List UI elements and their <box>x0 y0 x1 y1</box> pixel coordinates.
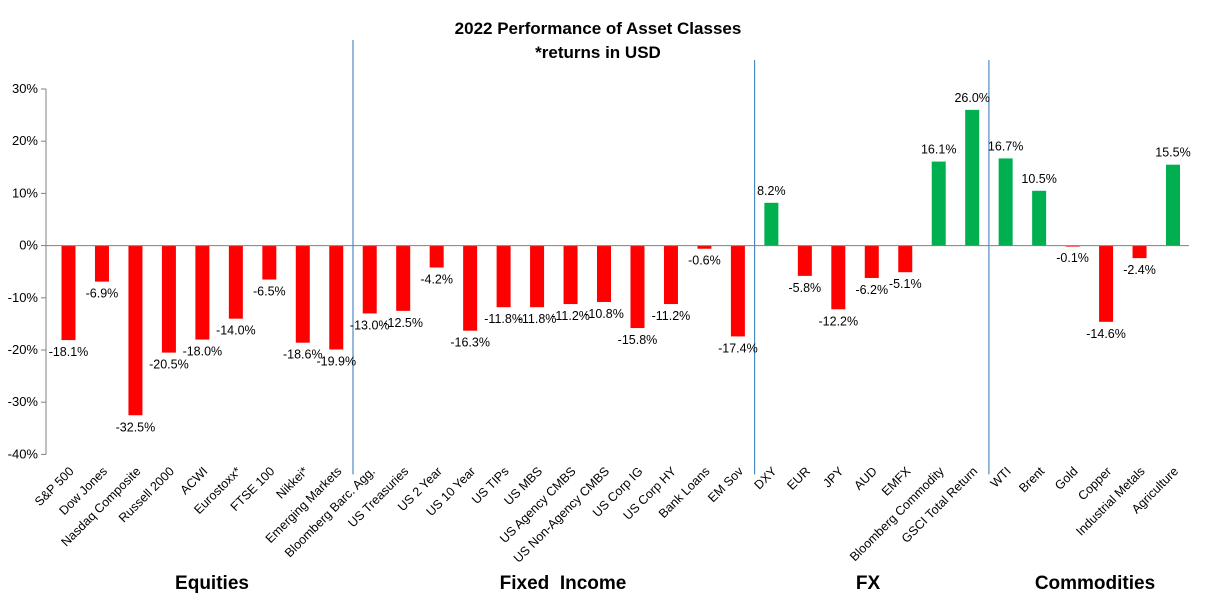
bar <box>864 245 879 278</box>
data-label: -18.0% <box>183 345 223 359</box>
bar <box>396 245 411 311</box>
bar <box>61 245 76 341</box>
data-label: 26.0% <box>954 91 989 105</box>
bar <box>530 245 545 308</box>
y-tick-label: 30% <box>12 81 38 96</box>
category-label: WTI <box>988 464 1014 490</box>
data-label: -5.1% <box>889 277 922 291</box>
category-label: DXY <box>751 464 780 493</box>
chart-title: 2022 Performance of Asset Classes <box>455 19 742 38</box>
data-label: -6.5% <box>253 285 286 299</box>
data-label: -10.8% <box>584 307 624 321</box>
data-label: -19.9% <box>316 354 356 368</box>
category-label: EUR <box>784 464 813 493</box>
bar <box>965 109 980 246</box>
data-label: -14.6% <box>1086 327 1126 341</box>
data-label: 16.7% <box>988 139 1023 153</box>
data-label: -13.0% <box>350 318 390 332</box>
group-label: Fixed Income <box>500 573 627 594</box>
category-label: Gold <box>1052 464 1081 493</box>
bar <box>329 245 344 350</box>
data-label: -14.0% <box>216 324 256 338</box>
data-label: 8.2% <box>757 184 786 198</box>
data-label: -12.5% <box>383 316 423 330</box>
bar <box>898 245 913 273</box>
bar <box>128 245 143 416</box>
data-label: -2.4% <box>1123 263 1156 277</box>
category-label: JPY <box>820 464 847 491</box>
bar <box>663 245 678 305</box>
data-label: -5.8% <box>789 281 822 295</box>
group-label: FX <box>856 573 881 594</box>
y-axis: 30% 20% 10% 0% -10% -20% -30% -40% <box>8 81 47 461</box>
bar <box>597 245 612 302</box>
bar <box>1132 245 1147 259</box>
data-label: -12.2% <box>819 314 859 328</box>
bar <box>195 245 210 340</box>
data-label: -17.4% <box>718 341 758 355</box>
data-label: -15.8% <box>618 333 658 347</box>
bar <box>362 245 377 314</box>
bar <box>764 202 779 246</box>
y-tick-label: -40% <box>8 446 39 461</box>
category-label: AUD <box>851 464 880 493</box>
value-labels: -18.1% -6.9% -32.5% -20.5%-18.0% -14.0% -6.5%… <box>49 91 1191 434</box>
bar <box>931 161 946 246</box>
bar <box>998 158 1013 246</box>
bar <box>1032 190 1047 246</box>
bar <box>295 245 310 343</box>
data-label: -11.8% <box>518 312 557 326</box>
bar <box>730 245 745 337</box>
y-tick-label: -20% <box>8 342 39 357</box>
bar <box>797 245 812 276</box>
y-tick-label: -30% <box>8 394 39 409</box>
group-label: Commodities <box>1035 573 1155 594</box>
data-label: -18.1% <box>49 345 89 359</box>
bar <box>94 245 109 282</box>
data-label: -4.2% <box>420 273 453 287</box>
y-tick-label: 10% <box>12 185 38 200</box>
bar <box>1166 164 1181 246</box>
group-label: Equities <box>175 573 249 594</box>
data-label: -11.2% <box>652 309 691 323</box>
data-label: -18.6% <box>283 348 323 362</box>
separators <box>352 40 990 475</box>
data-label: -0.6% <box>688 254 721 268</box>
bar <box>463 245 478 331</box>
data-label: -6.2% <box>855 283 888 297</box>
data-label: -11.8% <box>484 312 523 326</box>
data-label: 16.1% <box>921 143 956 157</box>
y-tick-label: -10% <box>8 290 39 305</box>
y-tick-label: 20% <box>12 133 38 148</box>
bar <box>496 245 511 308</box>
bar <box>228 245 243 319</box>
data-label: -6.9% <box>86 287 119 301</box>
bar <box>1099 245 1114 322</box>
data-label: -11.2% <box>551 309 590 323</box>
data-label: 15.5% <box>1155 146 1190 160</box>
category-label: Brent <box>1016 464 1047 495</box>
bar <box>831 245 846 310</box>
data-label: -20.5% <box>149 358 189 372</box>
chart-subtitle: *returns in USD <box>535 43 661 62</box>
data-label: -0.1% <box>1056 251 1089 265</box>
bar <box>262 245 277 280</box>
bar <box>697 245 712 249</box>
category-label: EM Sov <box>705 464 746 505</box>
bar <box>630 245 645 329</box>
y-tick-label: 0% <box>19 238 38 253</box>
group-labels: Equities Fixed Income FX Commodities <box>175 573 1155 594</box>
data-label: -32.5% <box>116 420 156 434</box>
bar <box>563 245 578 305</box>
bar <box>161 245 176 353</box>
bar <box>429 245 444 268</box>
data-label: -16.3% <box>450 336 490 350</box>
data-label: 10.5% <box>1021 172 1056 186</box>
bars <box>61 109 1181 416</box>
